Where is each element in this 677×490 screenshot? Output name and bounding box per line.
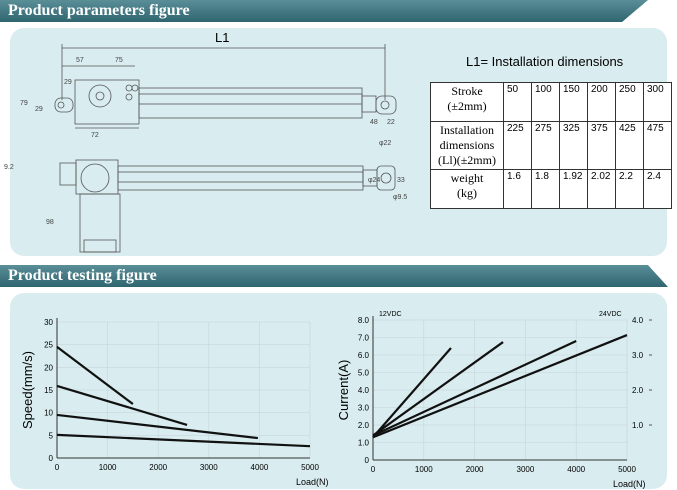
data-line [372,334,628,439]
x-tick-label: 4000 [567,465,585,474]
x-tick-label: 2000 [149,463,167,472]
x-tick-label: 1000 [415,465,433,474]
x-axis-label: Load(N) [296,477,329,487]
dimension-label: 57 [76,57,84,64]
y-tick-label: 4.0 [358,386,370,395]
y2-tick-label: 4.0 [632,316,644,325]
data-line [372,340,577,437]
dimension-label: 29 [64,79,72,86]
section-title: Product parameters figure [0,0,648,22]
dimension-label: φ9.5 [393,194,407,201]
data-line [56,433,311,448]
cell: 1.8 [531,169,560,209]
dimension-label: L1 [215,30,229,45]
dimension-label: φ24 [368,177,380,184]
section-title: Product testing figure [0,265,668,287]
dimension-label: 72 [91,132,99,139]
cell: 1.92 [559,169,588,209]
x-tick-label: 1000 [99,463,117,472]
x-tick-label: 4000 [251,463,269,472]
data-line [372,347,452,438]
dimension-label: 98 [46,219,54,226]
data-line [372,341,504,437]
note: L1= Installation dimensions [466,54,624,69]
x-tick-label: 5000 [301,463,319,472]
y-tick-label: 10 [44,409,53,418]
y-tick-label: 20 [44,363,53,372]
y-tick-label: 0 [49,454,54,463]
dimension-label: 33 [397,177,405,184]
y-axis-label: Speed(mm/s) [20,351,35,429]
cell: 325 [559,121,588,170]
row-header: weight (kg) [430,169,504,209]
cell: 2.4 [643,169,672,209]
y-tick-label: 30 [44,318,53,327]
cell: 250 [615,82,644,122]
table-row: weight (kg) 1.6 1.8 1.92 2.02 2.2 2.4 [430,169,672,209]
spec-table: Stroke (±2mm) 50 100 150 200 250 300 Installati… [430,82,672,209]
x-tick-label: 0 [55,463,60,472]
x-tick-label: 0 [371,465,376,474]
y-tick-label: 3.0 [358,404,370,413]
cell: 300 [643,82,672,122]
row-header: Installation dimensions (Ll)(±2mm) [430,121,504,170]
cell: 225 [503,121,532,170]
y2-tick-label: 3.0 [632,351,644,360]
dimension-label: 48 [370,119,378,126]
dimension-label: 75 [115,57,123,64]
dimension-label: 79 [20,100,28,107]
y-tick-label: 6.0 [358,351,370,360]
y-tick-label: 5.0 [358,369,370,378]
dimension-label: 22 [387,119,395,126]
y-tick-label: 8.0 [358,316,370,325]
cell: 50 [503,82,532,122]
y-tick-label: 2.0 [358,421,370,430]
y2-tick-label: 1.0 [632,421,644,430]
cell: 200 [587,82,616,122]
data-line [56,413,259,440]
x-tick-label: 5000 [618,465,636,474]
y-tick-label: 5 [49,431,54,440]
annotation: 12VDC [379,311,402,318]
data-line [56,346,134,405]
annotation: 24VDC [599,311,622,318]
data-line [56,384,188,426]
y-tick-label: 7.0 [358,334,370,343]
x-axis-label: Load(N) [613,479,646,489]
x-tick-label: 3000 [517,465,535,474]
x-tick-label: 2000 [466,465,484,474]
x-tick-label: 3000 [200,463,218,472]
y-tick-label: 0 [365,456,370,465]
y-tick-label: 15 [44,386,53,395]
dimension-label: 29 [35,106,43,113]
dimension-label: 9.2 [4,164,14,171]
cell: 475 [643,121,672,170]
y2-tick-label: 2.0 [632,386,644,395]
cell: 2.2 [615,169,644,209]
dimension-label: φ22 [379,140,391,147]
panel [10,293,667,489]
y-tick-label: 1.0 [358,439,370,448]
y-tick-label: 25 [44,341,53,350]
y-axis-label: Current(A) [336,360,351,421]
